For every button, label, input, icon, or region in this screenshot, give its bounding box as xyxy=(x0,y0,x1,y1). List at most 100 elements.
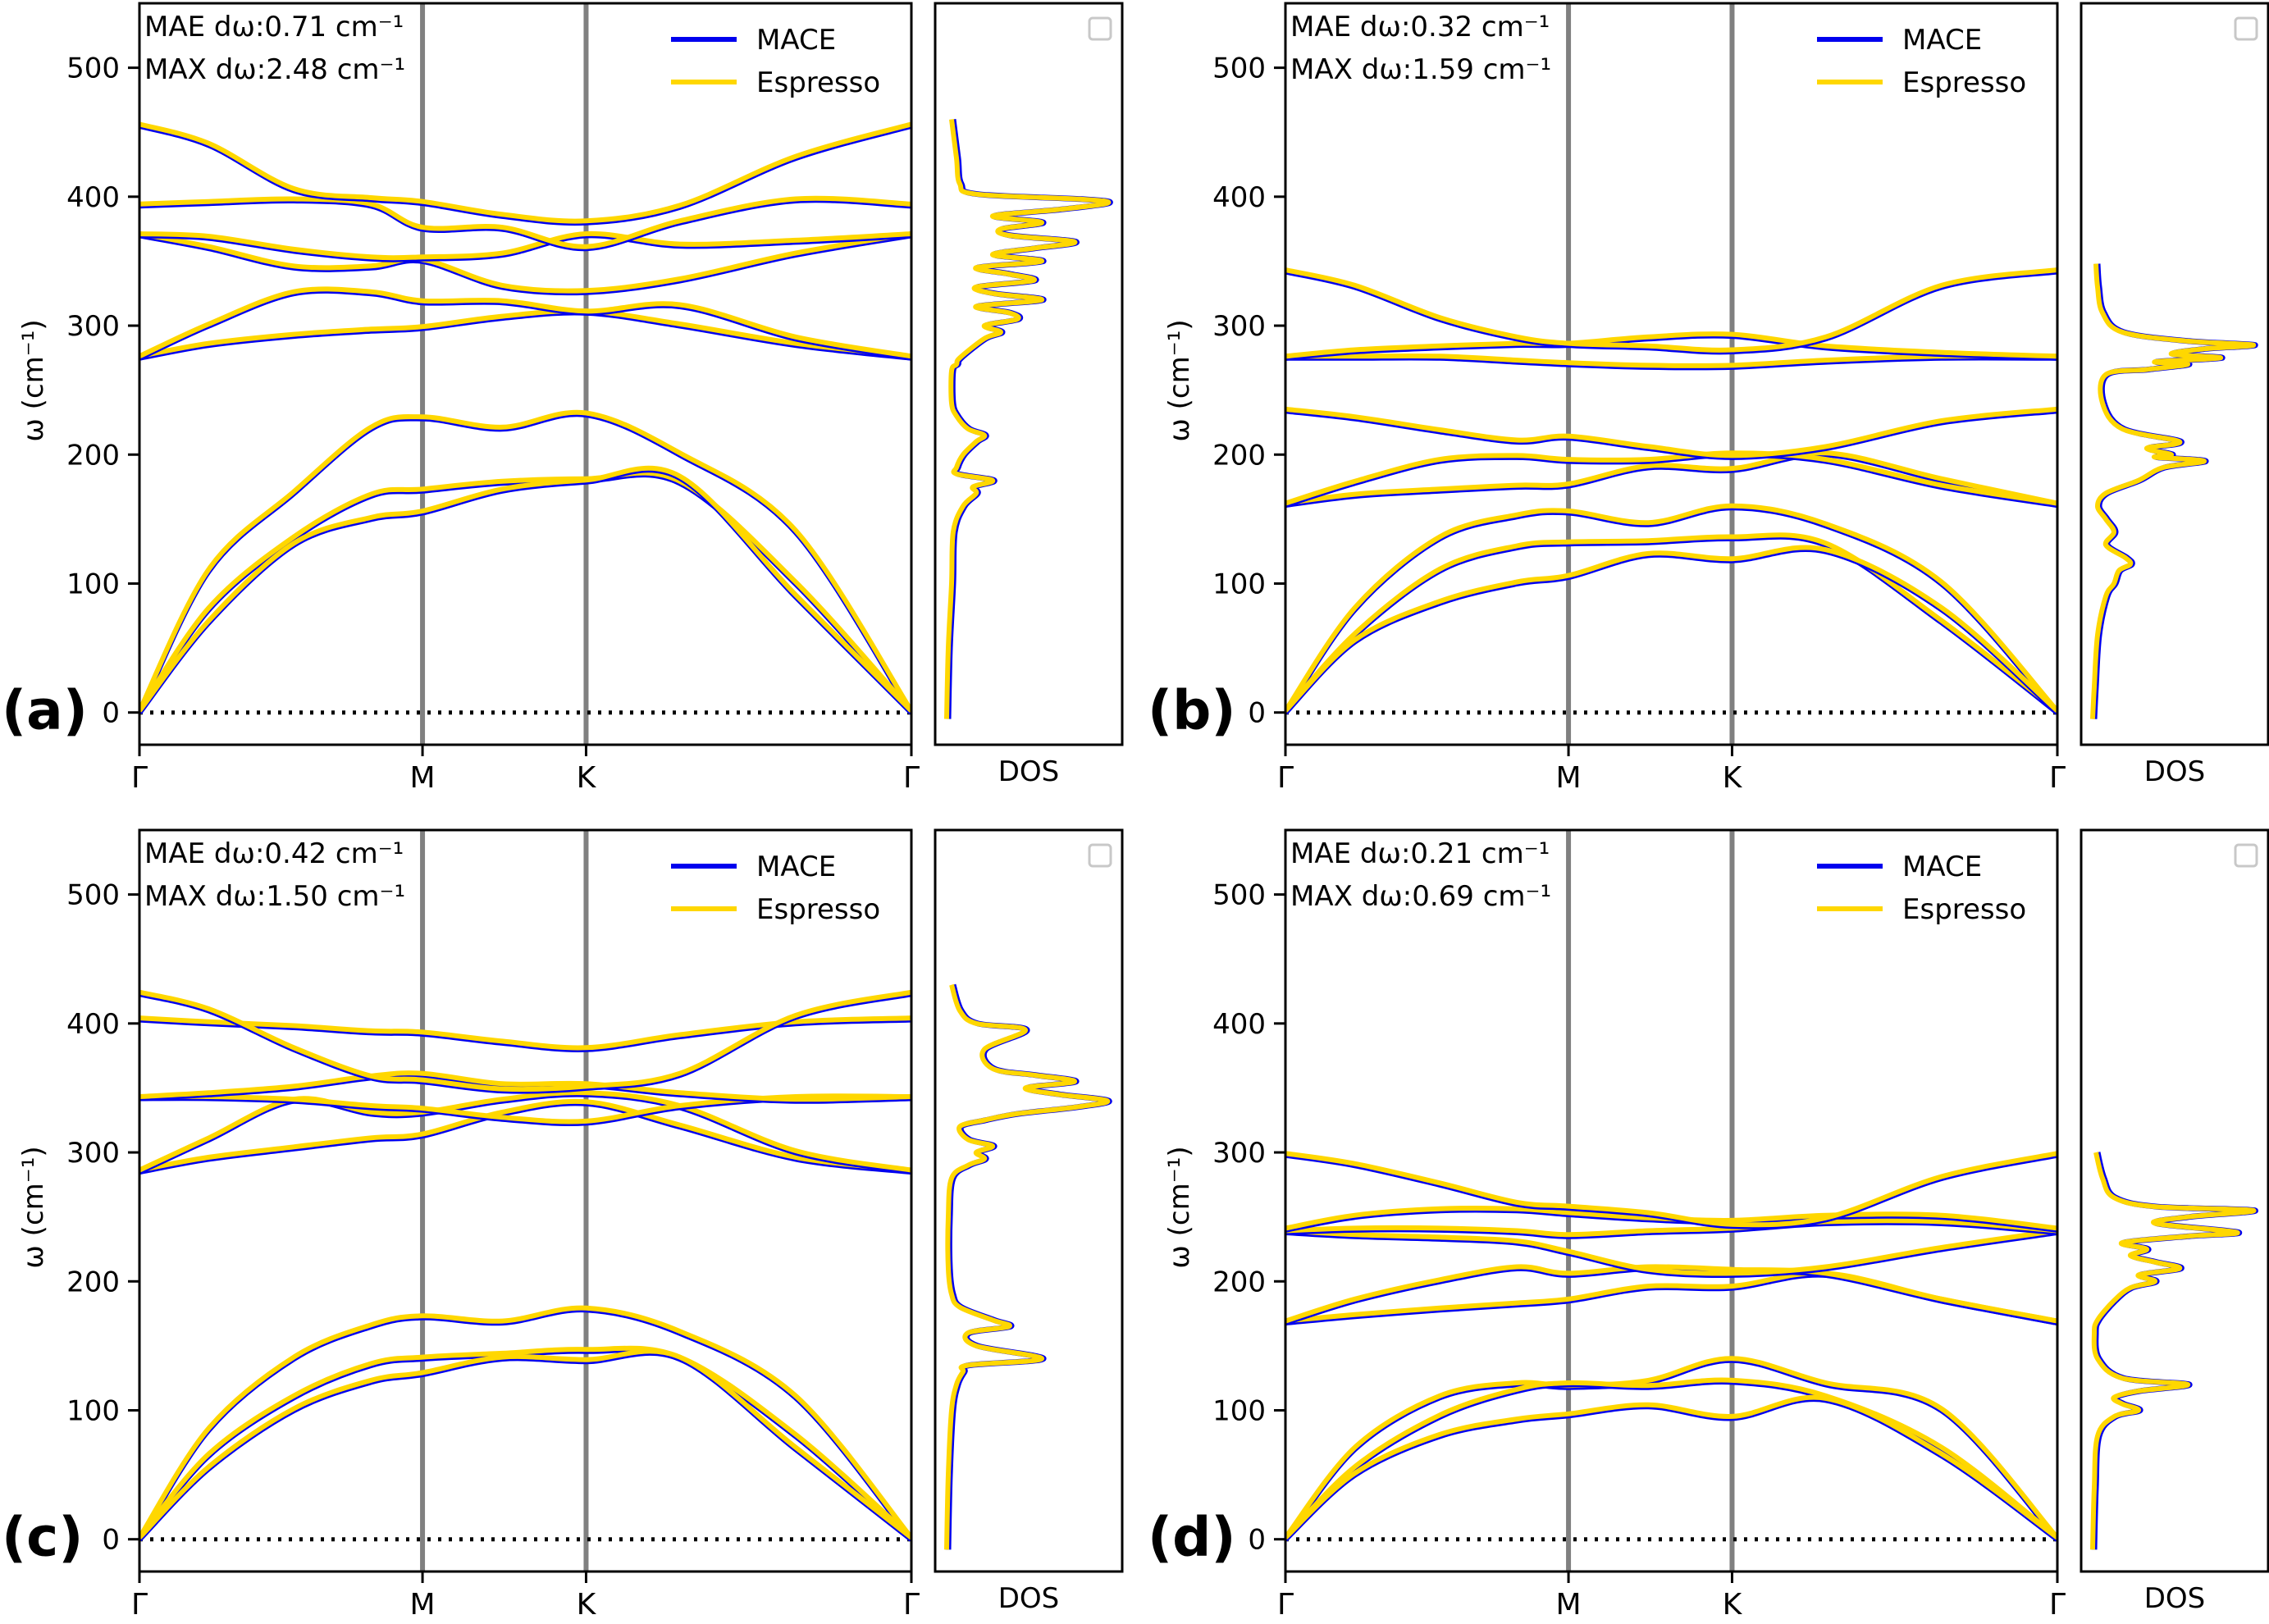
dos-espresso xyxy=(2090,263,2257,719)
x-tick-label: Γ xyxy=(1277,761,1294,795)
dos-espresso xyxy=(944,119,1112,719)
espresso-branch-1 xyxy=(139,470,911,713)
band-structure xyxy=(1285,267,2057,715)
dos-legend-box xyxy=(2234,16,2258,41)
band-structure xyxy=(139,121,911,715)
legend-label: MACE xyxy=(756,24,836,57)
espresso-branch-0 xyxy=(1285,503,2057,713)
espresso-branch-4 xyxy=(1285,450,2057,506)
mace-branch-2 xyxy=(1285,1396,2057,1542)
dos-axes-frame xyxy=(934,2,1124,746)
espresso-branch-1 xyxy=(1285,1377,2057,1540)
espresso-branch-7 xyxy=(1285,1206,2057,1231)
mae-text: MAE dω:0.21 cm⁻¹ xyxy=(1290,837,1550,870)
x-tick-label: M xyxy=(1556,1588,1582,1622)
y-tick-label: 500 xyxy=(1212,879,1266,912)
x-tick-label: Γ xyxy=(903,1588,920,1622)
y-tick-label: 0 xyxy=(102,697,120,730)
x-tick-label: K xyxy=(577,1588,597,1622)
y-tick-label: 100 xyxy=(66,1394,120,1427)
x-tick-label: Γ xyxy=(131,761,148,795)
y-tick-label: 0 xyxy=(102,1524,120,1557)
dos-curve xyxy=(2090,263,2258,719)
dos-legend-box xyxy=(2234,843,2258,868)
y-tick-label: 100 xyxy=(1212,1394,1266,1427)
x-tick-label: Γ xyxy=(2049,761,2066,795)
y-tick-label: 300 xyxy=(66,1137,120,1170)
mace-branch-8 xyxy=(139,123,911,226)
y-tick-label: 200 xyxy=(66,1266,120,1298)
espresso-branch-2 xyxy=(139,465,911,713)
espresso-branch-7 xyxy=(139,1015,911,1051)
x-tick-label: M xyxy=(410,1588,436,1622)
y-tick-label: 400 xyxy=(66,181,120,214)
mae-text: MAE dω:0.71 cm⁻¹ xyxy=(144,11,404,43)
y-tick-label: 200 xyxy=(1212,439,1266,472)
espresso-branch-4 xyxy=(139,286,911,359)
espresso-branch-7 xyxy=(1285,331,2057,359)
espresso-branch-5 xyxy=(1285,406,2057,458)
panel-label: (a) xyxy=(2,679,88,742)
y-axis-label: ω (cm⁻¹) xyxy=(1163,319,1196,441)
espresso-branch-2 xyxy=(139,1348,911,1540)
panel-label: (c) xyxy=(2,1506,83,1569)
panel-label: (d) xyxy=(1148,1506,1236,1569)
y-tick-label: 0 xyxy=(1248,1524,1266,1557)
dos-axes-frame xyxy=(2080,2,2269,746)
dos-mace xyxy=(945,119,1113,719)
x-tick-label: M xyxy=(1556,761,1582,795)
dos-x-label: DOS xyxy=(998,755,1060,788)
band-structure xyxy=(1285,1151,2057,1542)
y-tick-label: 300 xyxy=(1212,1137,1266,1170)
legend-label: Espresso xyxy=(756,66,880,99)
band-axes-frame xyxy=(138,2,913,746)
dos-legend-box xyxy=(1088,16,1112,41)
y-tick-label: 400 xyxy=(66,1008,120,1041)
dos-legend-box xyxy=(1088,843,1112,868)
espresso-branch-8 xyxy=(139,121,911,224)
band-structure xyxy=(139,989,911,1542)
y-tick-label: 200 xyxy=(1212,1266,1266,1298)
mace-branch-2 xyxy=(139,467,911,715)
max-text: MAX dω:1.50 cm⁻¹ xyxy=(144,880,405,913)
y-tick-label: 500 xyxy=(1212,52,1266,85)
x-tick-label: Γ xyxy=(1277,1588,1294,1622)
x-tick-label: K xyxy=(1723,1588,1743,1622)
espresso-branch-6 xyxy=(1285,353,2057,368)
espresso-branch-6 xyxy=(139,1070,911,1102)
y-tick-label: 0 xyxy=(1248,697,1266,730)
y-tick-label: 400 xyxy=(1212,1008,1266,1041)
dos-x-label: DOS xyxy=(2144,1582,2206,1615)
y-tick-label: 500 xyxy=(66,879,120,912)
y-tick-label: 400 xyxy=(1212,181,1266,214)
legend-label: MACE xyxy=(756,851,836,883)
y-tick-label: 200 xyxy=(66,439,120,472)
band-axes-frame xyxy=(138,828,913,1573)
espresso-branch-0 xyxy=(139,1305,911,1540)
espresso-branch-5 xyxy=(139,231,911,294)
max-text: MAX dω:2.48 cm⁻¹ xyxy=(144,53,405,86)
dos-curve xyxy=(944,983,1112,1550)
mace-branch-0 xyxy=(139,1307,911,1541)
espresso-branch-4 xyxy=(139,1090,911,1173)
y-tick-label: 300 xyxy=(66,310,120,343)
mae-text: MAE dω:0.32 cm⁻¹ xyxy=(1290,11,1550,43)
legend-label: Espresso xyxy=(1902,66,2026,99)
espresso-branch-3 xyxy=(139,308,911,359)
band-axes-frame xyxy=(1284,828,2059,1573)
espresso-branch-0 xyxy=(1285,1356,2057,1540)
y-axis-label: ω (cm⁻¹) xyxy=(17,1146,50,1268)
legend-label: Espresso xyxy=(756,893,880,926)
mae-text: MAE dω:0.42 cm⁻¹ xyxy=(144,837,404,870)
y-tick-label: 100 xyxy=(1212,568,1266,600)
dos-axes-frame xyxy=(934,828,1124,1573)
y-axis-label: ω (cm⁻¹) xyxy=(17,319,50,441)
dos-espresso xyxy=(2090,1152,2257,1550)
y-tick-label: 100 xyxy=(66,568,120,600)
espresso-branch-1 xyxy=(139,1345,911,1540)
dos-mace xyxy=(945,983,1112,1550)
x-tick-label: K xyxy=(577,761,597,795)
espresso-branch-8 xyxy=(1285,267,2057,353)
panel-d: 0 100 200 300 400 500 ω (cm⁻¹) Γ M K Γ MAE dω:0.21 … xyxy=(1148,828,2269,1622)
band-axes-frame xyxy=(1284,2,2059,746)
